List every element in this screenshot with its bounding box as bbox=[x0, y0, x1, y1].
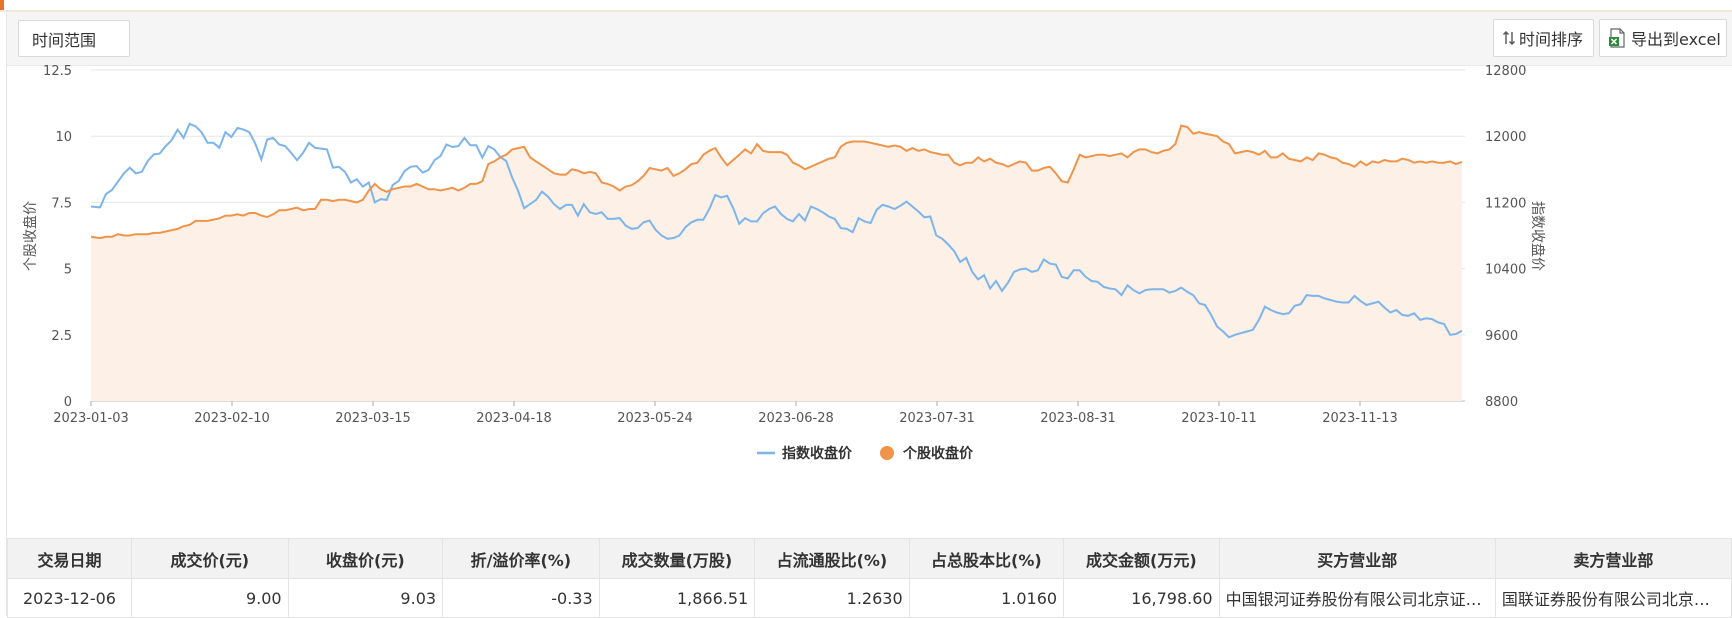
x-axis-tick: 2023-08-31 bbox=[1040, 411, 1116, 426]
column-header[interactable]: 买方营业部 bbox=[1218, 538, 1496, 579]
table-header-row: 交易日期 成交价(元) 收盘价(元) 折/溢价率(%) 成交数量(万股) 占流通股比(%)… bbox=[7, 538, 1732, 579]
left-axis-tick: 10 bbox=[55, 130, 72, 145]
table-cell: 2023-12-06 bbox=[7, 578, 132, 618]
column-header[interactable]: 成交价(元) bbox=[130, 538, 289, 579]
column-header[interactable]: 卖方营业部 bbox=[1494, 538, 1732, 579]
column-header[interactable]: 占总股本比(%) bbox=[908, 538, 1065, 579]
accent-mark bbox=[0, 0, 4, 10]
time-range-button[interactable]: 时间范围 bbox=[18, 20, 130, 57]
left-border bbox=[6, 10, 7, 616]
excel-file-icon bbox=[1608, 28, 1628, 48]
x-axis-tick: 2023-04-18 bbox=[476, 411, 552, 426]
stock-close-line bbox=[90, 124, 1463, 240]
legend-stock-swatch bbox=[880, 446, 894, 460]
table-cell: 1.0160 bbox=[908, 578, 1065, 618]
index-close-line bbox=[90, 122, 1463, 339]
right-axis-tick: 9600 bbox=[1485, 329, 1518, 344]
right-axis-tick: 10400 bbox=[1485, 263, 1526, 278]
left-axis-tick: 5 bbox=[64, 263, 72, 278]
legend-index-label: 指数收盘价 bbox=[782, 445, 853, 462]
top-strip bbox=[0, 0, 1732, 12]
table-cell: 1,866.51 bbox=[598, 578, 756, 618]
time-sort-button[interactable]: 时间排序 bbox=[1493, 19, 1594, 57]
left-axis-tick: 2.5 bbox=[51, 329, 72, 344]
export-excel-label: 导出到excel bbox=[1631, 30, 1721, 49]
table-row: 2023-12-06 9.00 9.03 -0.33 1,866.51 1.2630 1.0… bbox=[7, 578, 1732, 618]
column-header[interactable]: 折/溢价率(%) bbox=[442, 538, 600, 579]
time-range-label: 时间范围 bbox=[32, 30, 97, 50]
column-header[interactable]: 占流通股比(%) bbox=[754, 538, 910, 579]
right-axis-tick: 8800 bbox=[1485, 395, 1518, 410]
x-axis-tick: 2023-07-31 bbox=[899, 411, 975, 426]
block-trade-table: 交易日期 成交价(元) 收盘价(元) 折/溢价率(%) 成交数量(万股) 占流通股比(%)… bbox=[7, 538, 1732, 618]
sort-arrows-icon bbox=[1502, 30, 1516, 46]
right-axis-tick: 12000 bbox=[1485, 130, 1526, 145]
right-axis-tick: 12800 bbox=[1485, 64, 1526, 79]
column-header[interactable]: 成交金额(万元) bbox=[1063, 538, 1220, 579]
table-cell: -0.33 bbox=[442, 578, 600, 618]
table-cell: 9.00 bbox=[130, 578, 289, 618]
x-axis-tick: 2023-05-24 bbox=[617, 411, 693, 426]
x-axis-tick: 2023-01-03 bbox=[53, 411, 129, 426]
column-header[interactable]: 收盘价(元) bbox=[287, 538, 444, 579]
stock-price-area bbox=[91, 125, 1463, 401]
x-axis-tick: 2023-10-11 bbox=[1181, 411, 1257, 426]
x-axis-tick: 2023-02-10 bbox=[194, 411, 270, 426]
column-header[interactable]: 交易日期 bbox=[7, 538, 132, 579]
export-excel-button[interactable]: 导出到excel bbox=[1599, 19, 1727, 57]
price-chart: 0 2.5 5 7.5 10 12.5 8800 9600 10400 11200 12000 128… bbox=[22, 64, 1546, 462]
table-cell: 9.03 bbox=[287, 578, 444, 618]
table-cell: 1.2630 bbox=[754, 578, 910, 618]
legend-stock-label: 个股收盘价 bbox=[902, 445, 974, 462]
x-axis-tick: 2023-03-15 bbox=[335, 411, 411, 426]
time-sort-label: 时间排序 bbox=[1519, 30, 1584, 49]
right-axis-title: 指数收盘价 bbox=[1529, 201, 1546, 271]
x-axis-tick: 2023-06-28 bbox=[758, 411, 834, 426]
left-axis-title: 个股收盘价 bbox=[22, 201, 39, 271]
right-axis-tick: 11200 bbox=[1485, 196, 1526, 211]
column-header[interactable]: 成交数量(万股) bbox=[598, 538, 756, 579]
table-cell: 16,798.60 bbox=[1063, 578, 1220, 618]
table-cell: 中国银河证券股份有限公司北京证券营业部 bbox=[1218, 578, 1496, 618]
toolbar: 时间范围 时间排序 导出到excel bbox=[7, 12, 1732, 66]
left-axis-tick: 7.5 bbox=[51, 196, 72, 211]
left-axis-tick: 12.5 bbox=[43, 64, 72, 79]
table-cell: 国联证券股份有限公司北京建国门营业部 bbox=[1494, 578, 1732, 618]
left-axis-tick: 0 bbox=[64, 395, 72, 410]
x-axis-tick: 2023-11-13 bbox=[1322, 411, 1398, 426]
